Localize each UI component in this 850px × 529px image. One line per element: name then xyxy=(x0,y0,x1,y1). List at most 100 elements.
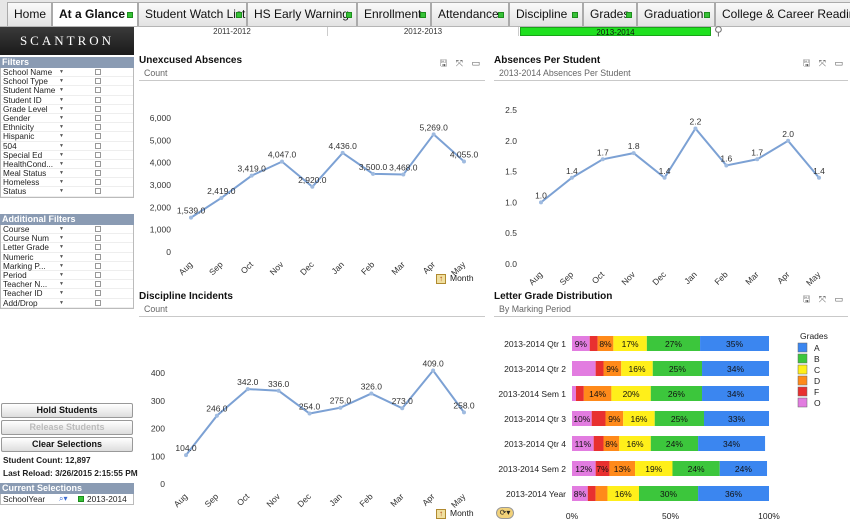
data-point[interactable] xyxy=(693,126,698,131)
bar-segment-c[interactable] xyxy=(613,336,647,351)
data-point[interactable] xyxy=(786,138,791,143)
filter-checkbox[interactable] xyxy=(95,160,101,167)
data-point[interactable] xyxy=(817,175,821,180)
filter-row[interactable]: HealthCond... ▼ xyxy=(1,160,133,170)
data-point[interactable] xyxy=(340,150,345,155)
filter-row[interactable]: Homeless ▼ xyxy=(1,178,133,188)
data-point[interactable] xyxy=(310,184,315,189)
bar-segment-b[interactable] xyxy=(654,411,704,426)
bar-segment-f[interactable] xyxy=(593,436,604,451)
data-point[interactable] xyxy=(631,151,636,156)
current-selection-row[interactable]: SchoolYear ⌕▾ 2013-2014 xyxy=(0,494,134,505)
year-search-icon[interactable]: ⚲ xyxy=(714,24,723,38)
chart-toolbar-icons[interactable]: 🖫 ⤧ ▭ xyxy=(802,294,846,304)
data-point[interactable] xyxy=(724,163,729,168)
bar-segment-b[interactable] xyxy=(650,436,699,451)
bar-segment-c[interactable] xyxy=(611,386,651,401)
tab-attendance[interactable]: Attendance xyxy=(431,2,509,26)
dropdown-arrow-icon[interactable]: ▼ xyxy=(59,244,64,251)
data-point[interactable] xyxy=(401,172,406,177)
filter-row[interactable]: Add/Drop ▼ xyxy=(1,299,133,308)
dropdown-arrow-icon[interactable]: ▼ xyxy=(59,69,64,75)
filter-row[interactable]: Grade Level ▼ xyxy=(1,105,133,114)
data-point[interactable] xyxy=(662,175,667,180)
dropdown-arrow-icon[interactable]: ▼ xyxy=(59,96,64,103)
filter-checkbox[interactable] xyxy=(95,151,101,158)
data-point[interactable] xyxy=(400,406,405,411)
filter-checkbox[interactable] xyxy=(95,226,101,232)
bar-segment-c[interactable] xyxy=(619,436,651,451)
data-point[interactable] xyxy=(307,411,312,416)
tab-discipline[interactable]: Discipline xyxy=(509,2,583,26)
filter-checkbox[interactable] xyxy=(95,105,101,112)
filter-checkbox[interactable] xyxy=(95,244,101,251)
filter-row[interactable]: Course ▼ xyxy=(1,225,133,235)
bar-segment-a[interactable] xyxy=(702,386,769,401)
filter-checkbox[interactable] xyxy=(95,235,101,242)
chart-toolbar-icons[interactable]: 🖫 ⤧ ▭ xyxy=(802,58,846,68)
data-point[interactable] xyxy=(280,159,284,164)
legend-swatch[interactable] xyxy=(797,342,808,353)
data-point[interactable] xyxy=(369,391,374,396)
data-point[interactable] xyxy=(245,387,250,392)
dropdown-arrow-icon[interactable]: ▼ xyxy=(59,142,64,149)
dropdown-arrow-icon[interactable]: ▼ xyxy=(59,281,64,288)
tab-hs-early-warning[interactable]: HS Early Warning xyxy=(247,2,357,26)
tab-at-a-glance[interactable]: At a Glance xyxy=(52,2,138,26)
data-point[interactable] xyxy=(189,215,193,220)
filter-row[interactable]: Hispanic ▼ xyxy=(1,132,133,142)
filter-checkbox[interactable] xyxy=(95,281,101,288)
bar-segment-d[interactable] xyxy=(595,486,608,501)
bar-segment-o[interactable] xyxy=(572,361,596,376)
data-point[interactable] xyxy=(539,200,543,205)
filter-row[interactable]: School Name ▼ xyxy=(1,68,133,78)
release-students-button[interactable]: Release Students xyxy=(1,420,133,435)
bar-segment-f[interactable] xyxy=(589,336,598,351)
dropdown-arrow-icon[interactable]: ▼ xyxy=(59,226,64,232)
filter-checkbox[interactable] xyxy=(95,124,101,131)
bar-segment-a[interactable] xyxy=(698,436,766,451)
legend-swatch[interactable] xyxy=(797,386,808,397)
legend-swatch[interactable] xyxy=(797,375,808,386)
dropdown-arrow-icon[interactable]: ▼ xyxy=(59,271,64,278)
bar-segment-d[interactable] xyxy=(583,386,612,401)
data-point[interactable] xyxy=(219,195,224,200)
filter-row[interactable]: Status ▼ xyxy=(1,187,133,197)
filter-checkbox[interactable] xyxy=(95,299,101,306)
bar-segment-d[interactable] xyxy=(597,336,614,351)
data-point[interactable] xyxy=(276,388,281,393)
filter-checkbox[interactable] xyxy=(95,290,101,297)
filter-checkbox[interactable] xyxy=(95,188,101,195)
filter-row[interactable]: 504 ▼ xyxy=(1,142,133,151)
data-point[interactable] xyxy=(569,175,574,180)
data-point[interactable] xyxy=(249,173,254,178)
data-point[interactable] xyxy=(462,159,466,164)
dropdown-arrow-icon[interactable]: ▼ xyxy=(59,87,64,94)
hold-students-button[interactable]: Hold Students xyxy=(1,403,133,418)
filter-checkbox[interactable] xyxy=(95,179,101,186)
dropdown-arrow-icon[interactable]: ▼ xyxy=(59,188,64,195)
bar-segment-a[interactable] xyxy=(703,411,769,426)
tab-student-watch-list[interactable]: Student Watch List xyxy=(138,2,247,26)
bar-segment-o[interactable] xyxy=(572,461,596,476)
bar-segment-o[interactable] xyxy=(572,336,590,351)
filter-row[interactable]: Student Name ▼ xyxy=(1,86,133,96)
bar-segment-a[interactable] xyxy=(698,486,769,501)
tab-graduation[interactable]: Graduation xyxy=(637,2,715,26)
bar-segment-d[interactable] xyxy=(605,411,624,426)
tab-home[interactable]: Home xyxy=(7,2,52,26)
data-point[interactable] xyxy=(214,413,219,418)
data-point[interactable] xyxy=(600,157,605,162)
search-icon[interactable]: ⌕▾ xyxy=(59,494,68,503)
bar-segment-b[interactable] xyxy=(672,461,720,476)
filter-row[interactable]: Marking P... ▼ xyxy=(1,262,133,271)
filter-row[interactable]: Gender ▼ xyxy=(1,114,133,124)
filter-checkbox[interactable] xyxy=(95,142,101,149)
filter-checkbox[interactable] xyxy=(95,78,101,85)
bar-segment-a[interactable] xyxy=(719,461,768,476)
month-dimension-control[interactable]: ↑ Month xyxy=(436,273,474,284)
data-point[interactable] xyxy=(755,157,760,162)
dropdown-arrow-icon[interactable]: ▼ xyxy=(59,133,64,140)
bar-segment-o[interactable] xyxy=(572,486,588,501)
year-option[interactable]: 2011-2012 xyxy=(137,27,328,36)
